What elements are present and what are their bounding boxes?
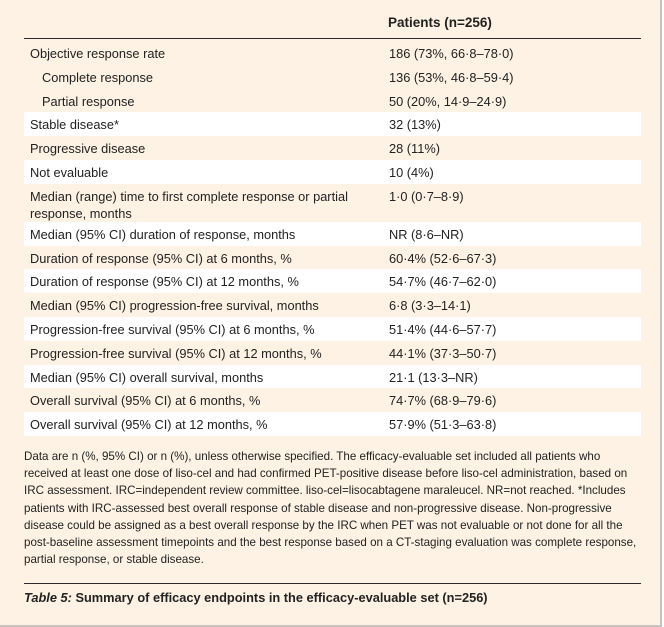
caption-rule	[24, 583, 641, 584]
row-value: 10 (4%)	[389, 164, 434, 180]
table-row: Stable disease* 32 (13%)	[24, 112, 641, 137]
caption-number: Table 5:	[24, 590, 72, 605]
table-row: Progression-free survival (95% CI) at 12…	[24, 340, 641, 365]
table-row: Progression-free survival (95% CI) at 6 …	[24, 316, 641, 341]
table-row: Median (95% CI) progression-free surviva…	[24, 293, 641, 317]
row-label: Progressive disease	[30, 141, 146, 157]
row-label: Duration of response (95% CI) at 12 mont…	[30, 274, 299, 290]
table-row: Duration of response (95% CI) at 6 month…	[24, 245, 641, 270]
table-row: Duration of response (95% CI) at 12 mont…	[24, 269, 641, 294]
row-label: Overall survival (95% CI) at 12 months, …	[30, 417, 268, 433]
row-value: 28 (11%)	[389, 141, 440, 157]
row-label: Duration of response (95% CI) at 6 month…	[30, 250, 292, 266]
caption-text: Summary of efficacy endpoints in the eff…	[71, 590, 488, 605]
row-value: 32 (13%)	[389, 117, 441, 133]
row-label: Partial response	[42, 93, 135, 109]
header-rule	[24, 38, 641, 39]
row-value: 60·4% (52·6–67·3)	[389, 250, 497, 266]
row-label: Progression-free survival (95% CI) at 6 …	[30, 321, 315, 337]
row-value: 54·7% (46·7–62·0)	[389, 274, 497, 290]
row-label: Not evaluable	[30, 164, 109, 180]
row-value: 50 (20%, 14·9–24·9)	[389, 93, 507, 109]
row-label: Progression-free survival (95% CI) at 12…	[30, 345, 322, 361]
row-label: Objective response rate	[30, 46, 166, 61]
row-label: Complete response	[42, 69, 153, 85]
row-label: Median (95% CI) progression-free surviva…	[30, 298, 319, 314]
table-row: Complete response 136 (53%, 46·8–59·4)	[24, 64, 641, 89]
row-label: Stable disease*	[30, 117, 119, 133]
row-value: 57·9% (51·3–63·8)	[389, 417, 497, 433]
table-row: Overall survival (95% CI) at 12 months, …	[24, 412, 641, 436]
table-row: Median (95% CI) duration of response, mo…	[24, 221, 641, 246]
row-label: Overall survival (95% CI) at 6 months, %	[30, 393, 261, 409]
table-caption: Table 5: Summary of efficacy endpoints i…	[24, 590, 488, 605]
row-value: 74·7% (68·9–79·6)	[389, 393, 497, 409]
table-row: Overall survival (95% CI) at 6 months, %…	[24, 388, 641, 413]
row-label: Median (95% CI) duration of response, mo…	[30, 226, 296, 242]
row-label: Median (range) time to first complete re…	[30, 188, 348, 221]
row-value: 186 (73%, 66·8–78·0)	[389, 46, 514, 61]
row-label: Median (95% CI) overall survival, months	[30, 369, 264, 385]
table-row: Not evaluable 10 (4%)	[24, 159, 641, 184]
row-value: 44·1% (37·3–50·7)	[389, 345, 497, 361]
table-row: Objective response rate 186 (73%, 66·8–7…	[24, 41, 641, 65]
table-row: Progressive disease 28 (11%)	[24, 136, 641, 160]
row-value: 136 (53%, 46·8–59·4)	[389, 69, 514, 85]
table-row: Median (95% CI) overall survival, months…	[24, 364, 641, 389]
row-value: 6·8 (3·3–14·1)	[389, 298, 471, 314]
table-body: Objective response rate 186 (73%, 66·8–7…	[24, 41, 641, 436]
table-row: Median (range) time to first complete re…	[24, 183, 641, 222]
row-value: 51·4% (44·6–57·7)	[389, 321, 497, 337]
row-value: 1·0 (0·7–8·9)	[389, 188, 464, 204]
row-value: 21·1 (13·3–NR)	[389, 369, 478, 385]
column-header: Patients (n=256)	[388, 15, 492, 30]
table-footnote: Data are n (%, 95% CI) or n (%), unless …	[24, 450, 637, 567]
row-value: NR (8·6–NR)	[389, 226, 464, 242]
table-row: Partial response 50 (20%, 14·9–24·9)	[24, 88, 641, 113]
